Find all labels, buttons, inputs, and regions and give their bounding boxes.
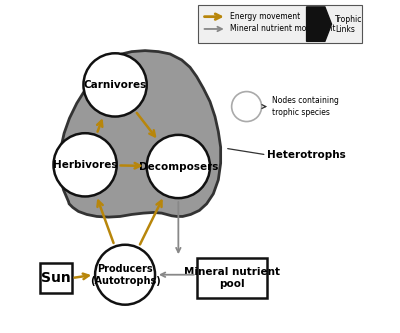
Text: Trophic: Trophic xyxy=(335,15,362,24)
Circle shape xyxy=(95,245,155,305)
Circle shape xyxy=(232,92,262,122)
FancyBboxPatch shape xyxy=(198,5,362,43)
Circle shape xyxy=(147,135,210,198)
Text: Mineral nutrient movement: Mineral nutrient movement xyxy=(230,24,336,34)
Polygon shape xyxy=(60,51,221,217)
FancyBboxPatch shape xyxy=(40,263,72,293)
Text: Herbivores: Herbivores xyxy=(53,160,117,170)
Text: trophic species: trophic species xyxy=(272,108,330,117)
Text: Mineral nutrient
pool: Mineral nutrient pool xyxy=(184,267,280,289)
FancyBboxPatch shape xyxy=(197,258,267,298)
Polygon shape xyxy=(306,7,332,41)
Text: Links: Links xyxy=(335,25,355,34)
Text: Heterotrophs: Heterotrophs xyxy=(267,150,345,160)
Text: Energy movement: Energy movement xyxy=(230,12,300,21)
Text: Carnivores: Carnivores xyxy=(84,80,147,90)
Circle shape xyxy=(84,53,147,117)
Text: Decomposers: Decomposers xyxy=(139,162,218,171)
Text: Sun: Sun xyxy=(41,271,71,285)
Text: Producers
(Autotrophs): Producers (Autotrophs) xyxy=(90,264,160,285)
Circle shape xyxy=(54,133,117,196)
Text: Nodes containing: Nodes containing xyxy=(272,96,338,105)
